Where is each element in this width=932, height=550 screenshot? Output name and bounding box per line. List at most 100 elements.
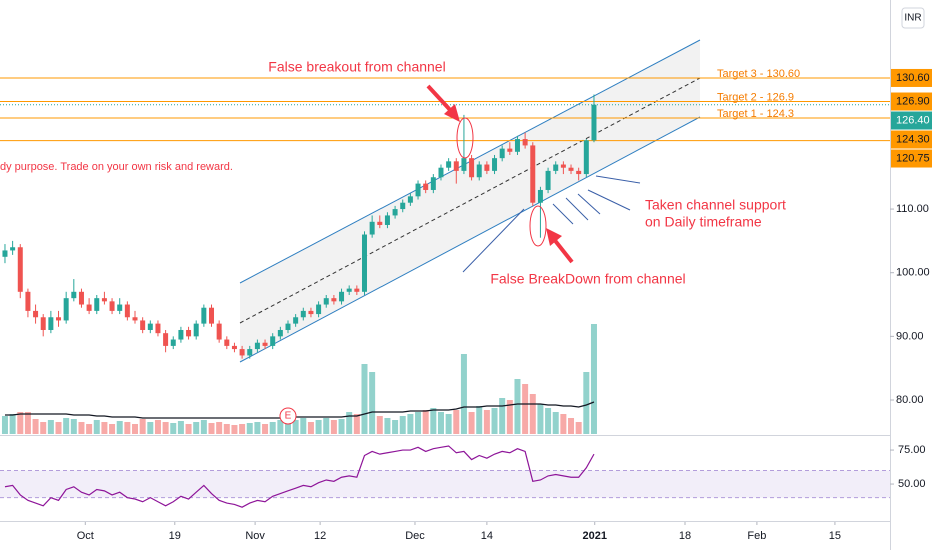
volume-bar	[101, 422, 108, 434]
volume-bar	[78, 422, 85, 434]
volume-bar	[575, 422, 582, 434]
rsi-tick-label: 75.00	[898, 444, 926, 456]
candle-body	[407, 196, 413, 203]
annotation: Taken channel support	[645, 197, 786, 213]
price-axis-bg	[890, 0, 932, 522]
candle-body	[224, 339, 230, 346]
volume-bar	[330, 420, 337, 434]
candle-body	[78, 291, 84, 305]
candle-body	[446, 161, 452, 168]
volume-bar	[590, 324, 597, 434]
volume-bar	[338, 419, 345, 434]
candle-body	[270, 336, 276, 346]
y-tick-label: 90.00	[896, 330, 924, 342]
earnings-badge[interactable]	[279, 407, 297, 425]
arrow	[551, 236, 574, 264]
candle-body	[484, 164, 490, 171]
volume-bar	[369, 372, 376, 434]
candle-body	[48, 317, 54, 330]
candle-body	[216, 323, 222, 340]
volume-ma	[4, 401, 595, 419]
candle-body	[132, 317, 138, 321]
support-arrows	[462, 175, 641, 273]
candle-body	[361, 234, 367, 292]
candle-body	[537, 189, 543, 203]
candle-body	[423, 183, 429, 190]
volume-bar	[529, 394, 536, 434]
volume-bar	[93, 420, 100, 434]
volume-bar	[399, 416, 406, 434]
volume-bar	[407, 414, 414, 434]
volume-bar	[491, 408, 498, 434]
volume-bar	[200, 420, 207, 434]
candle-body	[163, 333, 169, 346]
candle-body	[499, 148, 505, 159]
candle-body	[178, 329, 184, 340]
volume-bar	[384, 418, 391, 434]
x-tick-label: 12	[314, 530, 326, 542]
candle-body	[86, 304, 92, 311]
volume-bar	[445, 414, 452, 434]
candle-body	[576, 170, 582, 175]
arrow-head	[546, 228, 562, 246]
volume-bar	[139, 419, 146, 434]
rsi-line	[4, 445, 595, 508]
candle-body	[186, 329, 192, 337]
candle-body	[147, 323, 153, 330]
volume-bar	[170, 423, 177, 434]
candle-body	[514, 139, 520, 152]
volume-bar	[583, 372, 590, 434]
candle-body	[2, 250, 8, 257]
volume-bar	[17, 412, 24, 434]
candle-body	[33, 310, 39, 318]
volume-bar	[40, 422, 47, 434]
candle-body	[40, 317, 46, 330]
volume-bar	[1, 416, 8, 434]
candle-body	[377, 221, 383, 225]
annotation: False breakout from channel	[268, 59, 445, 75]
volume-bar	[422, 410, 429, 434]
candle-body	[331, 298, 337, 302]
price-label: 120.75	[896, 152, 930, 164]
candle-body	[384, 215, 390, 225]
annotation: False BreakDown from channel	[490, 271, 685, 287]
volume-bar	[109, 424, 116, 434]
x-tick-label: Oct	[77, 530, 94, 542]
candle-body	[560, 164, 566, 168]
volume-bar	[63, 418, 70, 434]
price-label: 130.60	[896, 72, 930, 84]
candle-body	[591, 104, 597, 141]
candle-body	[438, 167, 444, 178]
candle-body	[231, 345, 237, 350]
candle-body	[308, 310, 314, 315]
y-tick-label: 80.00	[896, 394, 924, 406]
volume-bar	[315, 420, 322, 434]
volume-bar	[307, 422, 314, 434]
x-tick-label: Feb	[747, 530, 766, 542]
candle-body	[583, 140, 589, 175]
candle-body	[545, 170, 551, 190]
candle-body	[155, 323, 161, 334]
price-label: 124.30	[896, 133, 930, 145]
channel-lower	[239, 116, 701, 363]
candle-body	[461, 158, 467, 171]
volume-bar	[292, 420, 299, 434]
candle-body	[530, 145, 536, 203]
volume-bar	[552, 412, 559, 434]
arrow	[426, 84, 454, 114]
price-label-box	[891, 68, 932, 87]
rsi-band	[0, 470, 890, 498]
currency-box[interactable]	[901, 7, 925, 29]
y-tick-label: 110.00	[896, 203, 929, 215]
candle-body	[522, 139, 528, 146]
candle-body	[568, 167, 574, 171]
candle-body	[170, 339, 176, 346]
candle-body	[453, 161, 459, 171]
candles	[2, 94, 597, 359]
volume-bar	[185, 424, 192, 434]
volume-bar	[476, 406, 483, 434]
volume-bar	[70, 419, 77, 434]
volume-bar	[376, 416, 383, 434]
arrow	[552, 203, 574, 225]
